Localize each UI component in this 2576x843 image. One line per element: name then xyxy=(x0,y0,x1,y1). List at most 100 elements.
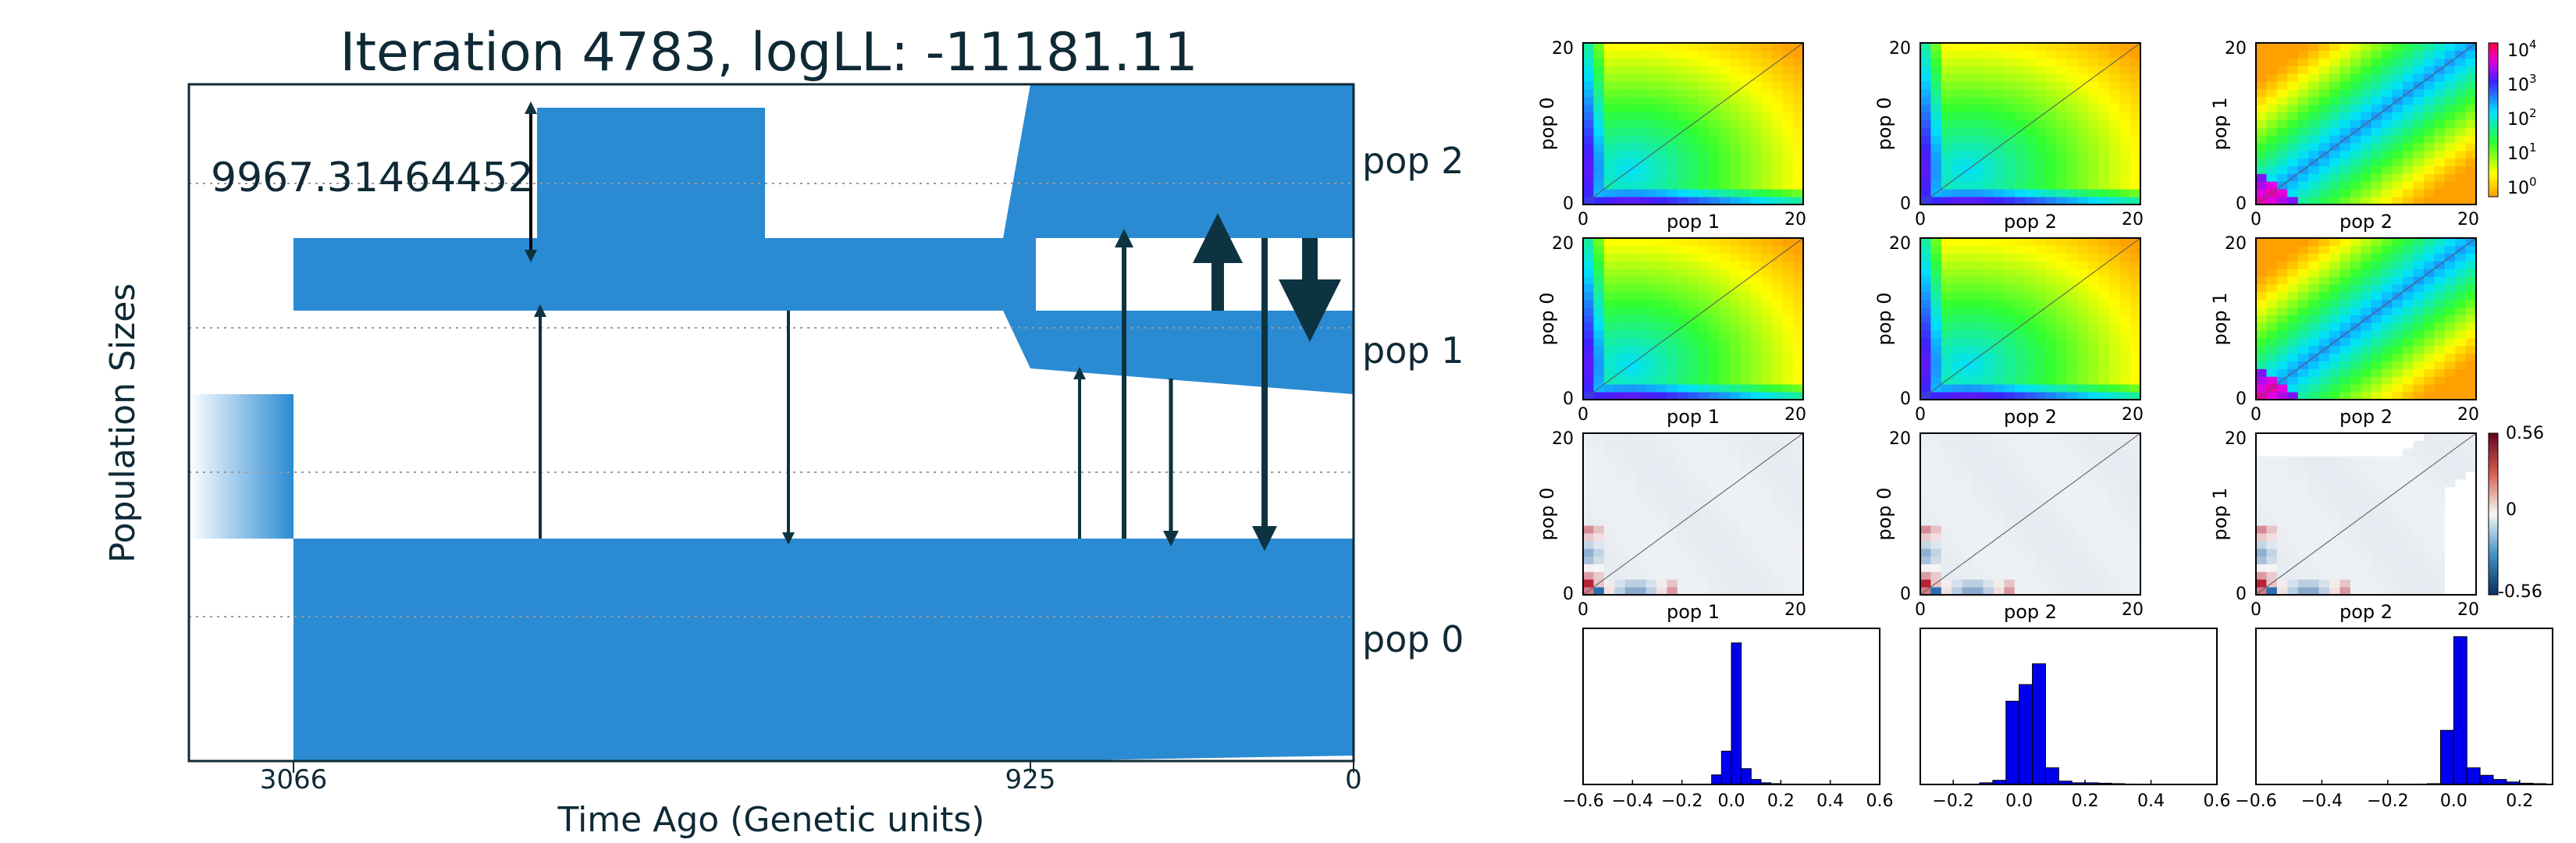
sfs-cell xyxy=(1930,284,1942,293)
sfs-cell xyxy=(1698,81,1710,90)
sfs-cell xyxy=(1593,127,1605,136)
sfs-cell xyxy=(1973,440,1984,450)
sfs-cell xyxy=(1730,58,1741,66)
sfs-cell xyxy=(2287,361,2299,369)
sfs-cell xyxy=(2308,510,2319,518)
sfs-cell xyxy=(1792,284,1804,293)
sfs-cell xyxy=(2413,89,2425,98)
sfs-cell xyxy=(2025,502,2037,510)
sfs-cell xyxy=(2287,292,2299,301)
sfs-cell xyxy=(2455,330,2466,339)
sfs-cell xyxy=(1603,50,1615,59)
sfs-cell xyxy=(1709,112,1720,120)
sfs-cell xyxy=(2413,487,2425,496)
sfs-cell xyxy=(2129,276,2141,285)
sfs-cell xyxy=(2014,564,2026,572)
sfs-cell xyxy=(1635,269,1646,277)
sfs-cell xyxy=(2067,368,2078,377)
sfs-cell xyxy=(2287,315,2299,323)
sfs-cell xyxy=(1624,119,1636,128)
sfs-cell xyxy=(2035,487,2047,496)
sfs-cell xyxy=(1771,173,1783,182)
sfs-cell xyxy=(1603,245,1615,254)
sfs-cell xyxy=(2087,487,2099,496)
sfs-cell xyxy=(1583,158,1594,167)
sfs-cell xyxy=(1614,464,1626,472)
sfs-cell xyxy=(2339,502,2351,510)
sfs-cell xyxy=(2256,361,2267,369)
sfs-cell xyxy=(2350,361,2361,369)
sfs-cell xyxy=(2046,135,2057,144)
sfs-cell xyxy=(2108,433,2120,442)
sfs-cell xyxy=(2129,518,2141,526)
sfs-cell xyxy=(1962,376,1973,385)
sfs-cell xyxy=(2014,346,2026,354)
sfs-cell xyxy=(2455,127,2466,136)
sfs-cell xyxy=(2382,548,2393,557)
sfs-cell xyxy=(2371,338,2382,347)
sfs-cell xyxy=(1782,143,1793,151)
sfs-cell xyxy=(2087,127,2099,136)
sfs-cell xyxy=(1782,307,1793,315)
sfs-cell xyxy=(2276,97,2288,105)
sfs-cell xyxy=(1709,135,1720,144)
sfs-cell xyxy=(1688,261,1699,269)
sfs-cell xyxy=(2087,448,2099,457)
sfs-cell xyxy=(1761,494,1773,503)
sfs-cell xyxy=(2413,73,2425,82)
sfs-cell xyxy=(1635,579,1646,588)
sfs-cell xyxy=(1920,245,1931,254)
sfs-cell xyxy=(2287,189,2299,197)
sfs-cell xyxy=(1761,127,1773,136)
sfs-cell xyxy=(1593,261,1605,269)
sfs-cell xyxy=(2129,541,2141,550)
sfs-cell xyxy=(2087,135,2099,144)
sfs-cell xyxy=(1983,579,1994,588)
sfs-cell xyxy=(1667,165,1678,174)
sfs-cell xyxy=(2129,392,2141,400)
sfs-cell xyxy=(1952,587,1963,596)
sfs-cell xyxy=(1614,541,1626,550)
sfs-cell xyxy=(2014,189,2026,197)
sfs-cell xyxy=(2308,261,2319,269)
sfs-cell xyxy=(2339,58,2351,66)
sfs-cell xyxy=(1782,376,1793,385)
sfs-cell xyxy=(1667,494,1678,503)
sfs-cell xyxy=(1771,307,1783,315)
sfs-cell xyxy=(2413,238,2425,247)
sfs-cell xyxy=(2129,579,2141,588)
sfs-cell xyxy=(2119,456,2130,464)
sfs-cell xyxy=(1994,368,2005,377)
sfs-cell xyxy=(2371,368,2382,377)
sfs-cell xyxy=(2371,533,2382,542)
sfs-cell xyxy=(2297,58,2309,66)
sfs-cell xyxy=(2025,299,2037,308)
sfs-cell xyxy=(1709,322,1720,331)
sfs-cell xyxy=(2382,571,2393,580)
sfs-cell xyxy=(1740,269,1752,277)
sfs-cell xyxy=(2413,292,2425,301)
colorbar-tick-label: 0 xyxy=(2506,500,2517,520)
sfs-cell xyxy=(2361,525,2372,534)
sfs-cell xyxy=(2046,330,2057,339)
sfs-cell xyxy=(2361,269,2372,277)
sfs-cell xyxy=(1782,89,1793,98)
sfs-cell xyxy=(2371,181,2382,190)
sfs-cell xyxy=(2413,165,2425,174)
sfs-cell xyxy=(2056,518,2068,526)
sfs-cell xyxy=(1740,556,1752,564)
sfs-cell xyxy=(2025,189,2037,197)
sfs-ylabel: pop 1 xyxy=(2209,97,2231,150)
sfs-cell xyxy=(2382,330,2393,339)
sfs-cell xyxy=(2444,238,2456,247)
sfs-cell xyxy=(1603,487,1615,496)
sfs-cell xyxy=(1761,433,1773,442)
sfs-cell xyxy=(2339,392,2351,400)
sfs-cell xyxy=(2025,384,2037,393)
sfs-cell xyxy=(1624,299,1636,308)
sfs-cell xyxy=(1994,284,2005,293)
sfs-cell xyxy=(1761,384,1773,393)
colorbar-exponent: 3 xyxy=(2529,72,2537,86)
sfs-cell xyxy=(2434,464,2446,472)
sfs-xlabel: pop 1 xyxy=(1667,211,1720,233)
